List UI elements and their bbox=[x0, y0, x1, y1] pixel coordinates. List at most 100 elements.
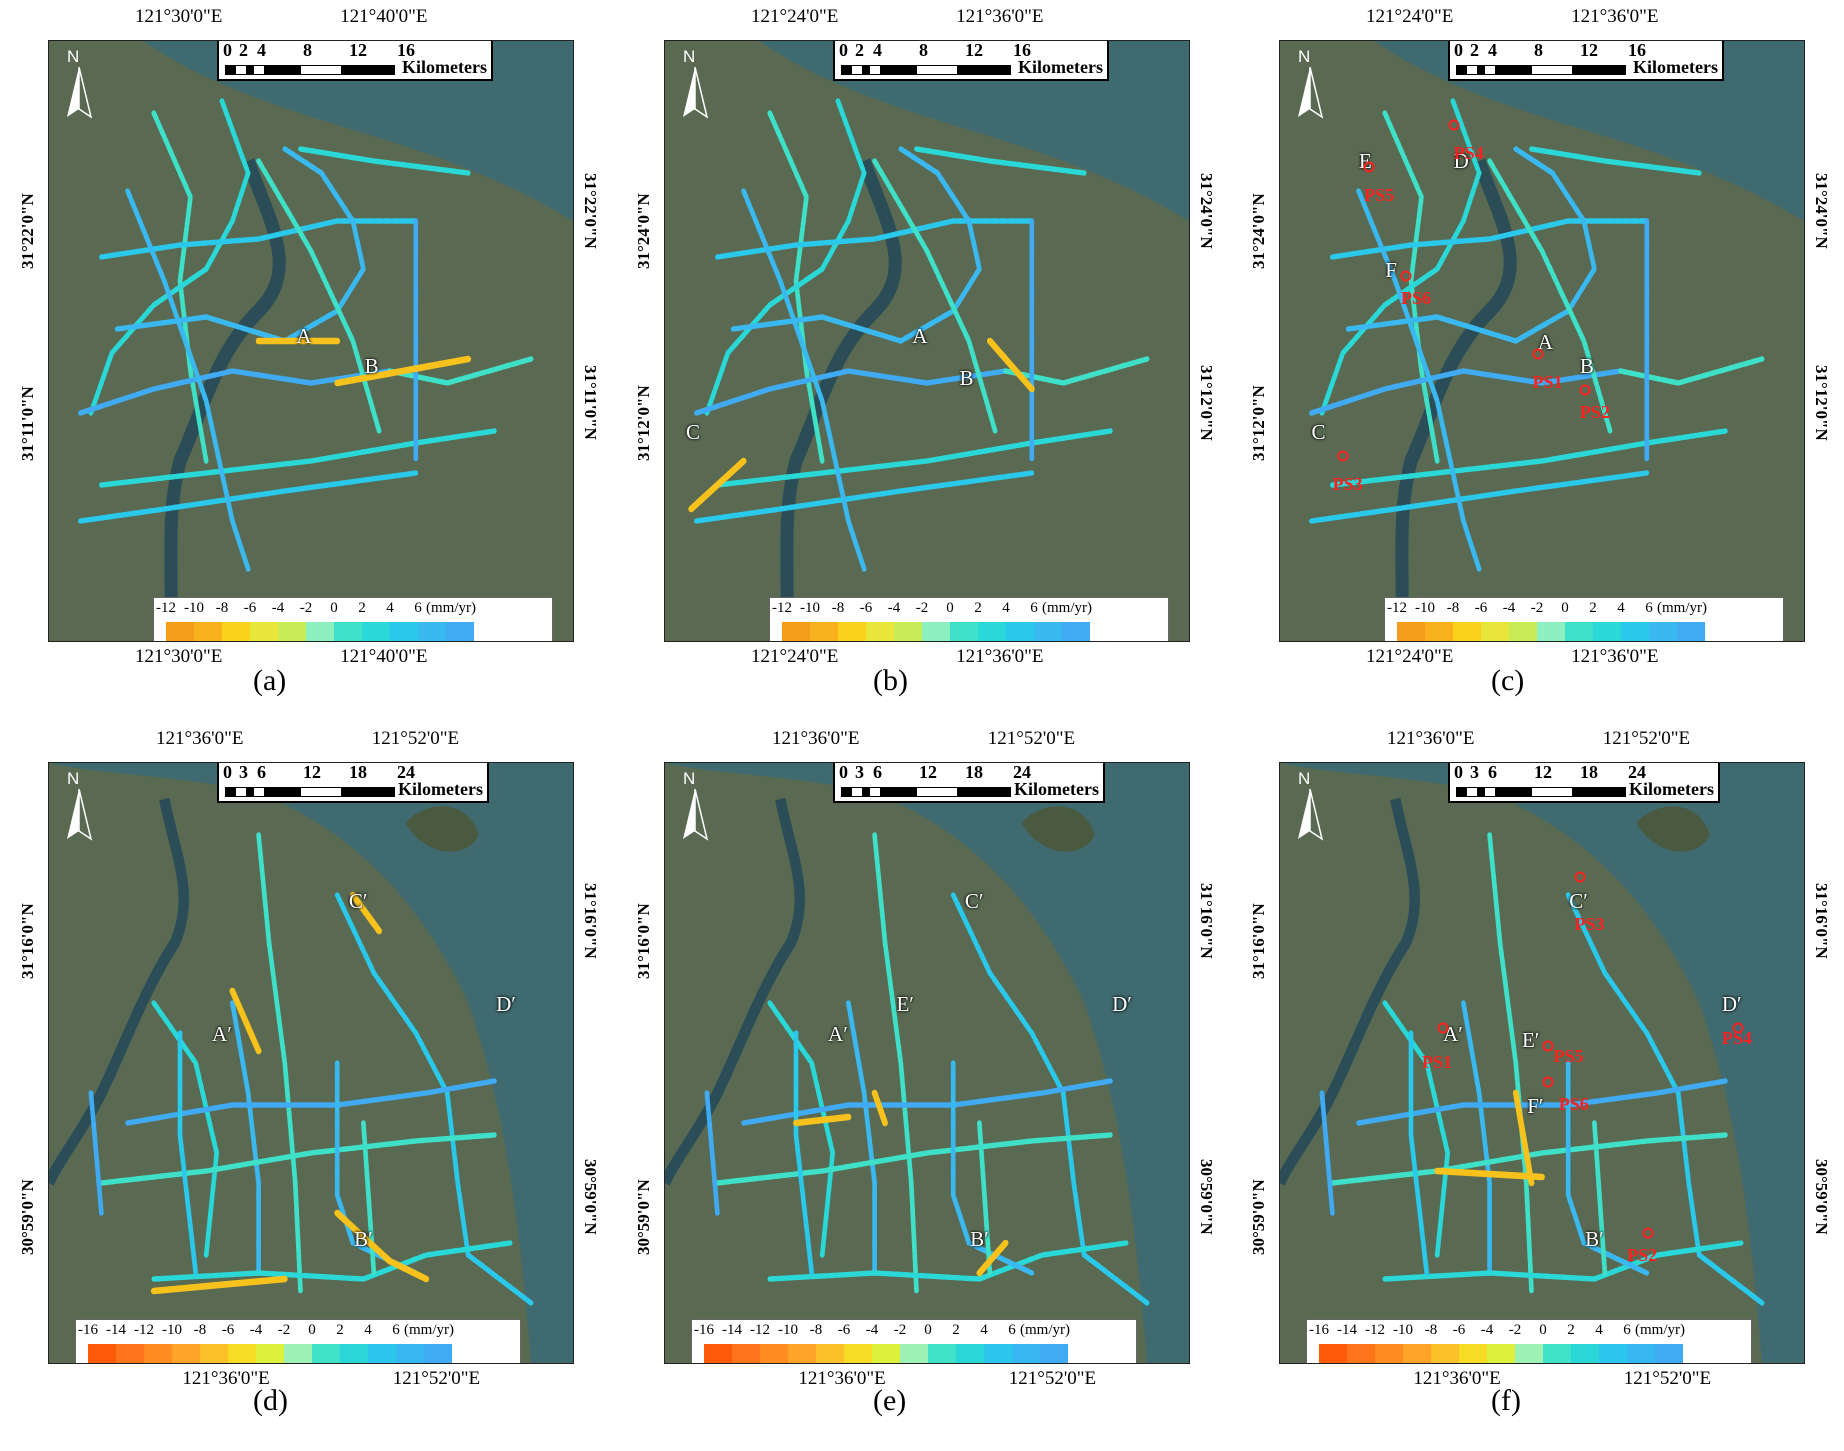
point-label: D′ bbox=[1721, 991, 1742, 1016]
legend-swatch bbox=[1459, 1344, 1487, 1363]
ps-point-marker bbox=[1642, 1227, 1654, 1239]
legend-swatch bbox=[1012, 1344, 1040, 1363]
legend-swatch bbox=[390, 622, 418, 641]
point-label: A bbox=[912, 323, 928, 348]
legend-tick: -12 bbox=[772, 600, 792, 616]
latitude-label-right: 31°24'0"N bbox=[1812, 172, 1831, 249]
legend-swatch bbox=[1034, 622, 1062, 641]
legend-swatch bbox=[838, 622, 866, 641]
scale-bar-graphic bbox=[841, 787, 1011, 797]
metro-line bbox=[950, 892, 1150, 1306]
scale-bar-graphic bbox=[225, 787, 395, 797]
legend-swatch bbox=[194, 622, 222, 641]
metro-line bbox=[704, 98, 867, 416]
point-label: B bbox=[1579, 354, 1594, 379]
metro-line bbox=[114, 146, 366, 344]
legend-tick: -8 bbox=[809, 1322, 823, 1338]
legend-swatch bbox=[894, 622, 922, 641]
scale-segment bbox=[1571, 788, 1600, 796]
north-arrow-icon: N bbox=[675, 47, 715, 127]
estuary-water bbox=[143, 41, 573, 221]
scale-segment bbox=[263, 66, 302, 74]
latitude-label-right: 30°59'0"N bbox=[581, 1159, 600, 1236]
legend-tick: 4 bbox=[1002, 600, 1010, 616]
metro-line bbox=[872, 832, 919, 1294]
metro-line bbox=[88, 1090, 104, 1216]
scale-segment bbox=[301, 66, 341, 74]
scale-bar-graphic bbox=[841, 65, 1011, 75]
metro-line bbox=[715, 428, 1113, 488]
legend-tick: -2 bbox=[299, 600, 313, 616]
legend-tick: -12 bbox=[134, 1322, 154, 1338]
longitude-label-top: 121°36'0"E bbox=[772, 728, 860, 749]
latitude-label-right: 31°16'0"N bbox=[1812, 882, 1831, 959]
legend-tick: -8 bbox=[1424, 1322, 1438, 1338]
metro-line bbox=[694, 470, 1035, 524]
scale-bar: 0 3 6 12 18 24 Kilometers bbox=[833, 762, 1105, 803]
scale-segment bbox=[1476, 788, 1485, 796]
legend-swatch bbox=[334, 622, 362, 641]
scale-segment bbox=[235, 66, 246, 74]
ps-label: PS2 bbox=[1627, 1244, 1658, 1265]
legend-unit: (mm/yr) bbox=[1635, 1322, 1685, 1338]
metro-line bbox=[730, 146, 982, 344]
legend-ticks: -12 -10 -8 -6 -4 -2 0 2 4 6 bbox=[770, 598, 1168, 620]
scale-tick: 18 bbox=[349, 762, 367, 782]
legend-tick: -6 bbox=[243, 600, 257, 616]
scale-tick: 12 bbox=[919, 762, 937, 782]
legend-unit: (mm/yr) bbox=[1020, 1322, 1070, 1338]
scale-segment bbox=[340, 66, 369, 74]
scale-tick: 0 bbox=[1454, 40, 1463, 60]
latitude-label-right: 31°24'0"N bbox=[1197, 172, 1216, 249]
scale-bar: 0 3 6 12 18 24 Kilometers bbox=[217, 762, 489, 803]
huangpu-river bbox=[1280, 797, 1420, 1186]
legend-swatch bbox=[950, 622, 978, 641]
panel-caption: (e) bbox=[873, 1384, 907, 1417]
legend-swatch bbox=[256, 1344, 284, 1363]
legend-swatch bbox=[1571, 1344, 1599, 1363]
legend-tick: -4 bbox=[887, 600, 901, 616]
scale-tick: 2 bbox=[1470, 40, 1479, 60]
legend-tick: 4 bbox=[364, 1322, 372, 1338]
metro-line bbox=[1309, 368, 1623, 416]
metro-line bbox=[704, 1090, 720, 1216]
huangpu-river bbox=[1394, 158, 1517, 641]
ps-label: PS5 bbox=[1364, 185, 1395, 206]
legend-swatch bbox=[1375, 1344, 1403, 1363]
latitude-label-right: 30°59'0"N bbox=[1812, 1159, 1831, 1236]
scale-segment bbox=[245, 788, 254, 796]
subsidence-segment bbox=[871, 1089, 888, 1127]
scale-bar-graphic bbox=[1456, 787, 1626, 797]
legend-swatch bbox=[1677, 622, 1705, 641]
legend-tick: 2 bbox=[336, 1322, 344, 1338]
metro-line bbox=[151, 1240, 513, 1282]
point-label: E′ bbox=[896, 991, 914, 1016]
legend-swatch bbox=[1431, 1344, 1459, 1363]
legend-swatch bbox=[978, 622, 1006, 641]
legend-swatch bbox=[1487, 1344, 1515, 1363]
legend-swatch bbox=[866, 622, 894, 641]
metro-line bbox=[1330, 428, 1728, 488]
legend-swatch bbox=[1319, 1344, 1347, 1363]
scale-tick: 0 bbox=[1454, 762, 1463, 782]
legend-tick: 4 bbox=[386, 600, 394, 616]
metro-line bbox=[694, 368, 1008, 416]
metro-line bbox=[1592, 1120, 1608, 1276]
legend-tick: -4 bbox=[271, 600, 285, 616]
scale-segment bbox=[984, 788, 1010, 796]
metro-line bbox=[298, 146, 471, 176]
scale-tick: 16 bbox=[1013, 40, 1031, 60]
legend-tick: 0 bbox=[308, 1322, 316, 1338]
ps-label: PS5 bbox=[1553, 1045, 1584, 1066]
scale-tick: 2 bbox=[855, 40, 864, 60]
legend-swatch bbox=[284, 1344, 312, 1363]
estuary-water bbox=[665, 763, 1189, 1363]
scale-segment bbox=[368, 788, 394, 796]
longitude-label-bottom: 121°24'0"E bbox=[751, 646, 839, 667]
subsidence-segment bbox=[976, 1239, 1009, 1277]
legend-tick: -4 bbox=[1502, 600, 1516, 616]
scale-segment bbox=[1476, 66, 1485, 74]
scale-segment bbox=[301, 788, 341, 796]
latitude-label-left: 31°12'0"N bbox=[1249, 385, 1268, 462]
legend-swatch bbox=[222, 622, 250, 641]
